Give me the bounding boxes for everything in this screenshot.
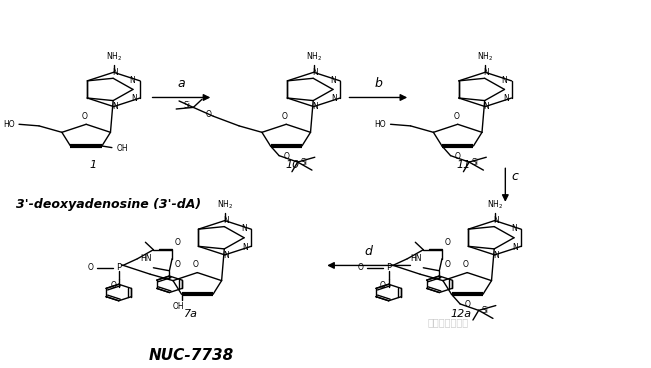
Text: N: N [501,75,507,85]
Text: N: N [483,68,489,77]
Text: O: O [380,280,386,290]
Text: OH: OH [173,301,184,311]
Text: 1: 1 [89,160,96,170]
Text: d: d [365,245,373,258]
Text: NUC-7738: NUC-7738 [148,348,234,362]
Text: NH$_2$: NH$_2$ [105,50,122,63]
Text: b: b [374,77,382,90]
Text: O: O [206,110,212,119]
Text: N: N [511,224,516,233]
Text: O: O [453,112,459,121]
Text: O: O [464,300,470,309]
Text: N: N [223,216,229,225]
Text: N: N [312,102,318,111]
Text: O: O [174,238,180,247]
Text: NH$_2$: NH$_2$ [477,50,493,63]
Text: O: O [445,260,450,269]
Text: 11: 11 [457,160,471,170]
Text: Si: Si [472,158,479,167]
Text: Si: Si [184,101,191,110]
Text: P: P [386,263,391,272]
Text: N: N [241,224,247,233]
Text: OH: OH [116,144,128,153]
Text: N: N [483,102,489,111]
Text: N: N [503,94,508,103]
Text: O: O [283,152,289,161]
Text: O: O [282,112,288,121]
Text: HN: HN [140,254,152,262]
Text: NH$_2$: NH$_2$ [305,50,322,63]
Text: 中国生物技术网: 中国生物技术网 [428,318,469,328]
Text: 12a: 12a [450,309,471,319]
Text: N: N [112,102,118,111]
Text: N: N [242,243,248,252]
Text: O: O [82,112,88,121]
Text: 3'-deoxyadenosine (3'-dA): 3'-deoxyadenosine (3'-dA) [16,198,201,210]
Text: N: N [130,75,135,85]
Text: a: a [178,77,186,90]
Text: NH$_2$: NH$_2$ [486,199,503,211]
Text: N: N [330,75,335,85]
Text: O: O [445,238,450,247]
Text: N: N [493,251,499,259]
Text: O: O [357,263,363,272]
Text: O: O [455,152,461,161]
Text: O: O [193,261,199,269]
Text: O: O [174,260,180,269]
Text: O: O [110,280,116,290]
Text: N: N [512,243,518,252]
Text: P: P [116,263,121,272]
Text: N: N [493,216,499,225]
Text: O: O [463,261,469,269]
Text: 7a: 7a [184,309,198,319]
Text: O: O [87,263,93,272]
Text: c: c [512,170,518,183]
Text: N: N [223,251,229,259]
Text: HO: HO [3,120,15,129]
Text: NH$_2$: NH$_2$ [217,199,233,211]
Text: Si: Si [482,306,488,315]
Text: N: N [112,68,118,77]
Text: N: N [132,94,137,103]
Text: N: N [331,94,337,103]
Text: HN: HN [410,254,421,262]
Text: 10: 10 [285,160,299,170]
Text: HO: HO [374,120,386,129]
Text: N: N [312,68,318,77]
Text: Si: Si [301,158,307,167]
